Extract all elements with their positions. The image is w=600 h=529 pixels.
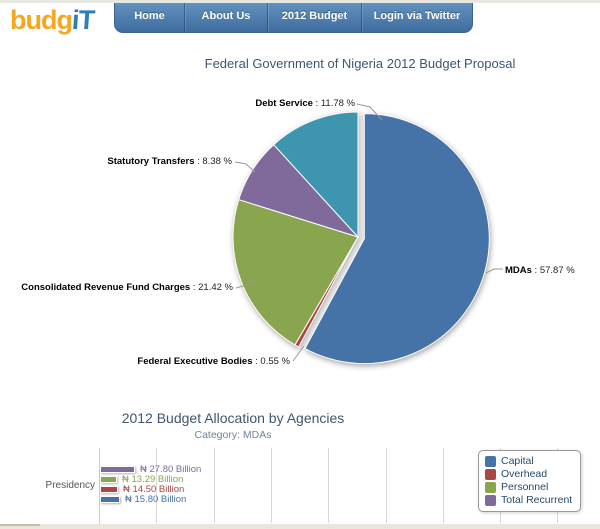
pie-label-name: Federal Executive Bodies <box>137 356 253 367</box>
bottom-edge-accent <box>0 524 40 526</box>
y-axis-line <box>99 448 100 524</box>
pie-slice-debt-service[interactable] <box>272 111 359 239</box>
pie-chart-title: Federal Government of Nigeria 2012 Budge… <box>204 56 516 71</box>
grid-line <box>214 448 215 523</box>
grid-line <box>271 448 272 523</box>
bar-chart-subtitle: Category: MDAs <box>194 429 272 441</box>
budgit-logo[interactable]: budgiT <box>10 5 96 35</box>
bar-chart-legend: Capital Overhead Personnel Total Recurrent <box>478 450 582 512</box>
pie-label-debt-service: Debt Service : 11.78 % <box>255 98 355 110</box>
pie-slice-mdas[interactable] <box>304 113 490 365</box>
legend-label-capital: Capital <box>501 455 534 467</box>
bar-chart-title: 2012 Budget Allocation by Agencies <box>121 410 345 426</box>
pie-label-value: : 21.42 % <box>190 282 233 293</box>
legend-label-overhead: Overhead <box>501 468 548 480</box>
top-edge-strip <box>0 0 600 3</box>
grid-line <box>386 448 387 523</box>
nav-item-login-via-twitter[interactable]: Login via Twitter <box>361 3 472 32</box>
main-navbar: Home About Us 2012 Budget Login via Twitter <box>114 3 473 33</box>
pie-label-federal-executive-bodies: Federal Executive Bodies : 0.55 % <box>137 356 290 368</box>
pie-label-consolidated-revenue-fund-charges: Consolidated Revenue Fund Charges : 21.4… <box>21 282 233 294</box>
grid-line <box>443 448 444 523</box>
bottom-edge-strip <box>0 524 600 529</box>
grid-line <box>328 448 329 523</box>
pie-connector-mdas <box>485 268 503 274</box>
legend-label-personnel: Personnel <box>501 481 549 493</box>
pie-label-statutory-transfers: Statutory Transfers : 8.38 % <box>107 156 232 168</box>
legend-item-total-recurrent[interactable]: Total Recurrent <box>485 494 572 507</box>
legend-swatch-capital <box>485 456 496 467</box>
bar-value-label-overhead: ₦ 14.50 Billion <box>123 484 185 495</box>
logo-text-it: iT <box>70 5 96 35</box>
nav-item-2012-budget[interactable]: 2012 Budget <box>267 3 361 32</box>
pie-label-name: MDAs <box>505 265 532 276</box>
grid-line <box>156 448 157 523</box>
pie-label-name: Statutory Transfers <box>107 156 195 167</box>
bar-overhead[interactable] <box>100 486 118 493</box>
legend-swatch-personnel <box>485 482 496 493</box>
logo-text-budg: budg <box>10 5 73 35</box>
pie-label-value: : 0.55 % <box>252 356 290 367</box>
nav-item-about-us[interactable]: About Us <box>184 3 267 32</box>
bar-capital[interactable] <box>100 496 120 503</box>
pie-label-mdas: MDAs : 57.87 % <box>505 265 575 277</box>
pie-label-name: Debt Service <box>255 98 313 109</box>
bar-value-label-capital: ₦ 15.80 Billion <box>125 494 187 505</box>
legend-swatch-total-recurrent <box>485 495 496 506</box>
bar-value-label-personnel: ₦ 13.29 Billion <box>122 474 184 485</box>
legend-item-capital[interactable]: Capital <box>485 455 572 468</box>
legend-swatch-overhead <box>485 469 496 480</box>
pie-label-value: : 8.38 % <box>194 156 232 167</box>
pie-connector-federal-executive-bodies <box>292 345 305 362</box>
bar-total-recurrent[interactable] <box>100 466 135 473</box>
bar-value-label-total-recurrent: ₦ 27.80 Billion <box>140 464 202 475</box>
bar-personnel[interactable] <box>100 476 117 483</box>
category-label-presidency: Presidency <box>45 480 95 491</box>
pie-label-value: : 57.87 % <box>531 265 575 276</box>
pie-label-name: Consolidated Revenue Fund Charges <box>21 282 191 293</box>
legend-item-overhead[interactable]: Overhead <box>485 468 572 481</box>
nav-item-home[interactable]: Home <box>134 10 165 22</box>
legend-item-personnel[interactable]: Personnel <box>485 481 572 494</box>
legend-label-total-recurrent: Total Recurrent <box>501 494 573 506</box>
pie-label-value: : 11.78 % <box>312 98 355 109</box>
